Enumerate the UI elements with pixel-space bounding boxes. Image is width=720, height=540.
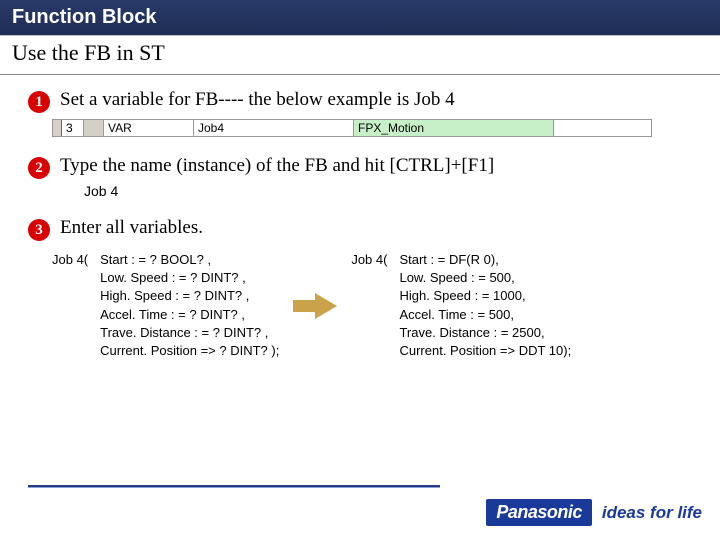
code-caller: Job 4( (351, 251, 399, 269)
step-text: Enter all variables. (60, 217, 203, 239)
code-columns: Job 4( Start : = ? BOOL? , Low. Speed : … (52, 251, 692, 360)
content-area: 1 Set a variable for FB---- the below ex… (0, 75, 720, 360)
code-block-left: Job 4( Start : = ? BOOL? , Low. Speed : … (52, 251, 279, 360)
var-index: 3 (62, 120, 84, 136)
step-number-circle: 3 (28, 219, 50, 241)
step-line: 1 Set a variable for FB---- the below ex… (28, 89, 692, 113)
var-type: FPX_Motion (354, 120, 554, 136)
code-block-right: Job 4( Start : = DF(R 0), Low. Speed : =… (351, 251, 571, 360)
step-line: 2 Type the name (instance) of the FB and… (28, 155, 692, 179)
step-text: Set a variable for FB---- the below exam… (60, 89, 455, 111)
step-2: 2 Type the name (instance) of the FB and… (28, 155, 692, 199)
step-subtext: Job 4 (84, 183, 692, 199)
footer: Panasonic ideas for life (486, 499, 702, 526)
var-gutter (53, 120, 62, 136)
subtitle-text: Use the FB in ST (12, 40, 165, 65)
code-caller: Job 4( (52, 251, 100, 269)
step-number-circle: 1 (28, 91, 50, 113)
title-bar: Function Block (0, 0, 720, 36)
code-body: Start : = ? BOOL? , Low. Speed : = ? DIN… (100, 251, 279, 360)
step-line: 3 Enter all variables. (28, 217, 692, 241)
step-1: 1 Set a variable for FB---- the below ex… (28, 89, 692, 137)
brand-tagline: ideas for life (602, 503, 702, 523)
step-text: Type the name (instance) of the FB and h… (60, 155, 494, 177)
footer-rule (28, 485, 440, 488)
page-title: Function Block (12, 6, 156, 28)
brand-logo: Panasonic (486, 499, 592, 526)
code-body: Start : = DF(R 0), Low. Speed : = 500, H… (399, 251, 571, 360)
variable-declaration-row: 3 VAR Job4 FPX_Motion (52, 119, 652, 137)
arrow-icon (291, 291, 339, 321)
subtitle: Use the FB in ST (0, 36, 720, 75)
var-name: Job4 (194, 120, 354, 136)
var-spacer (84, 120, 104, 136)
var-keyword: VAR (104, 120, 194, 136)
step-3: 3 Enter all variables. Job 4( Start : = … (28, 217, 692, 360)
var-tail (554, 120, 651, 136)
step-number-circle: 2 (28, 157, 50, 179)
